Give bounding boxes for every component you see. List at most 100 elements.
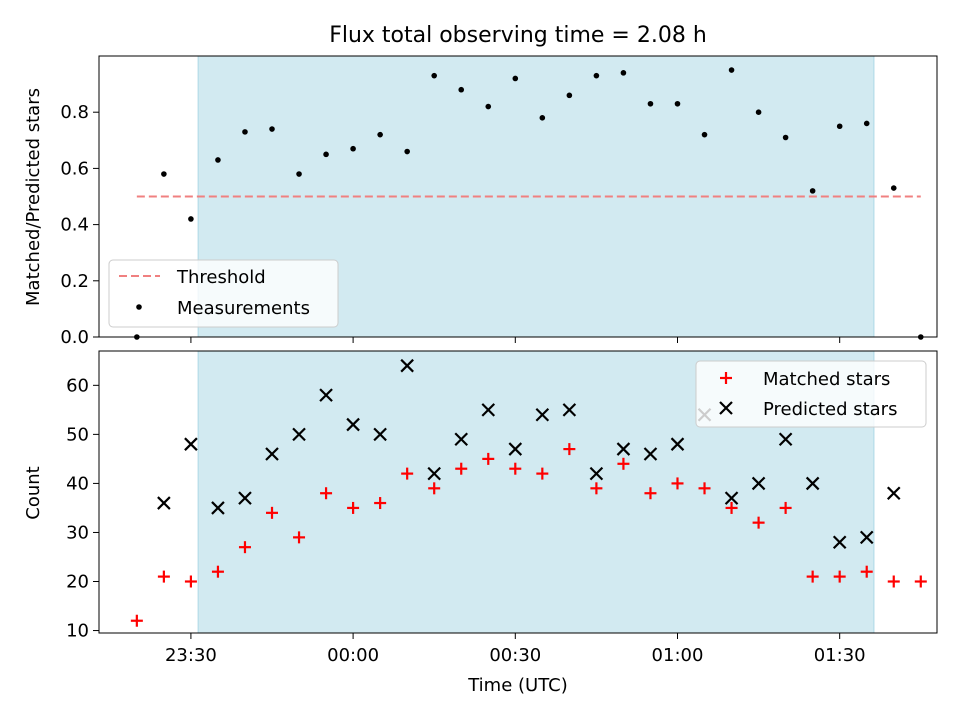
measurement-point: [242, 129, 248, 135]
predicted-star-point: [508, 442, 523, 456]
y-tick-label: 0.0: [60, 327, 89, 348]
legend-predicted-label: Predicted stars: [763, 399, 897, 420]
y-tick-label: 0.6: [60, 158, 89, 179]
matched-star-point: [455, 462, 468, 475]
top-y-axis-label: Matched/Predicted stars: [23, 88, 44, 306]
matched-star-point: [752, 516, 765, 529]
matched-star-point: [779, 501, 792, 514]
x-tick-label: 00:30: [489, 645, 541, 666]
measurement-point: [755, 109, 762, 115]
predicted-star-point: [670, 437, 685, 451]
predicted-star-point: [832, 535, 847, 550]
top-plot-frame: [98, 55, 938, 338]
predicted-star-point: [427, 466, 441, 481]
measurement-point: [566, 92, 573, 99]
bottom-x-axis-label: Time (UTC): [467, 675, 568, 696]
predicted-star-point: [346, 417, 360, 432]
predicted-star-point: [562, 403, 577, 417]
matched-star-point: [860, 565, 873, 578]
y-tick-label: 0.8: [60, 102, 89, 123]
top-xaxis-ticks: [190, 337, 841, 343]
predicted-star-point: [886, 486, 901, 501]
legend-matched-label: Matched stars: [763, 369, 890, 390]
measurement-point: [674, 100, 681, 107]
measurement-point: [782, 134, 789, 141]
top-legend: Threshold Measurements: [108, 259, 339, 328]
matched-star-point: [563, 443, 576, 456]
measurement-point: [458, 86, 465, 93]
measurement-point: [485, 103, 492, 110]
measurement-point: [512, 75, 519, 82]
matched-star-point: [671, 477, 684, 490]
predicted-star-point: [292, 427, 306, 442]
measurement-point: [620, 70, 627, 76]
predicted-star-point: [454, 432, 469, 447]
top-measurement-series: [134, 67, 924, 340]
y-tick-label: 60: [66, 375, 89, 396]
measurement-point: [161, 171, 167, 177]
predicted-star-point: [265, 447, 279, 461]
matched-star-point: [617, 457, 630, 470]
predicted-star-point: [616, 442, 631, 456]
top-yaxis-ticks: 0.0 0.2 0.4 0.6 0.8: [60, 102, 99, 348]
matched-star-point: [238, 541, 251, 554]
legend-measurements-label: Measurements: [177, 298, 310, 319]
matched-star-point: [887, 575, 900, 588]
predicted-star-point: [211, 501, 225, 515]
matched-star-point: [725, 501, 738, 514]
predicted-star-point: [751, 476, 766, 491]
predicted-star-point: [184, 437, 198, 451]
measurement-point: [809, 188, 816, 194]
measurement-point: [188, 216, 194, 222]
matched-star-point: [914, 575, 927, 588]
bottom-legend-box: [695, 360, 927, 428]
matched-star-point: [698, 482, 711, 495]
x-tick-label: 23:30: [165, 645, 217, 666]
measurement-point: [539, 115, 546, 121]
measurement-point: [215, 157, 221, 163]
top-legend-box: [108, 259, 339, 328]
y-tick-label: 10: [66, 621, 89, 642]
measurement-point: [404, 148, 410, 155]
predicted-star-point: [400, 358, 414, 373]
predicted-star-point: [805, 476, 820, 491]
matched-star-point: [509, 462, 522, 475]
matched-star-point: [157, 570, 170, 583]
y-tick-label: 0.4: [60, 215, 89, 236]
x-tick-label: 01:00: [652, 645, 704, 666]
matched-star-point: [293, 531, 306, 544]
matched-star-point: [482, 452, 495, 465]
matched-star-point: [536, 467, 549, 480]
bottom-xaxis-ticks: 23:30 00:00 00:30 01:00 01:30: [165, 633, 866, 666]
matched-star-point: [590, 482, 603, 495]
predicted-star-point: [157, 496, 171, 510]
bottom-legend: Matched stars Predicted stars: [695, 360, 927, 428]
measurement-point: [323, 151, 329, 158]
predicted-star-point: [535, 407, 550, 422]
measurement-point: [593, 72, 600, 79]
legend-predicted-swatch: [719, 401, 733, 415]
matched-star-point: [644, 487, 657, 500]
chart-title: Flux total observing time = 2.08 h: [329, 23, 707, 48]
measurement-point: [701, 131, 708, 138]
measurement-point: [431, 72, 438, 79]
measurement-point: [647, 100, 654, 107]
bottom-matched-series: [130, 443, 927, 627]
x-tick-label: 00:00: [327, 645, 379, 666]
measurement-point: [296, 171, 302, 177]
matched-star-point: [184, 575, 197, 588]
bottom-plot-frame: [98, 350, 938, 634]
predicted-star-point: [589, 466, 604, 481]
bottom-y-axis-label: Count: [23, 466, 44, 519]
legend-measurements-swatch: [136, 304, 142, 310]
predicted-star-point: [778, 432, 793, 447]
y-tick-label: 30: [66, 522, 89, 543]
bottom-predicted-series: [157, 358, 901, 550]
matched-star-point: [374, 497, 387, 510]
legend-threshold-label: Threshold: [176, 267, 266, 288]
measurement-point: [863, 120, 870, 127]
y-tick-label: 0.2: [60, 271, 89, 292]
measurement-point: [836, 123, 843, 130]
y-tick-label: 50: [66, 424, 89, 445]
matched-star-point: [401, 467, 414, 480]
